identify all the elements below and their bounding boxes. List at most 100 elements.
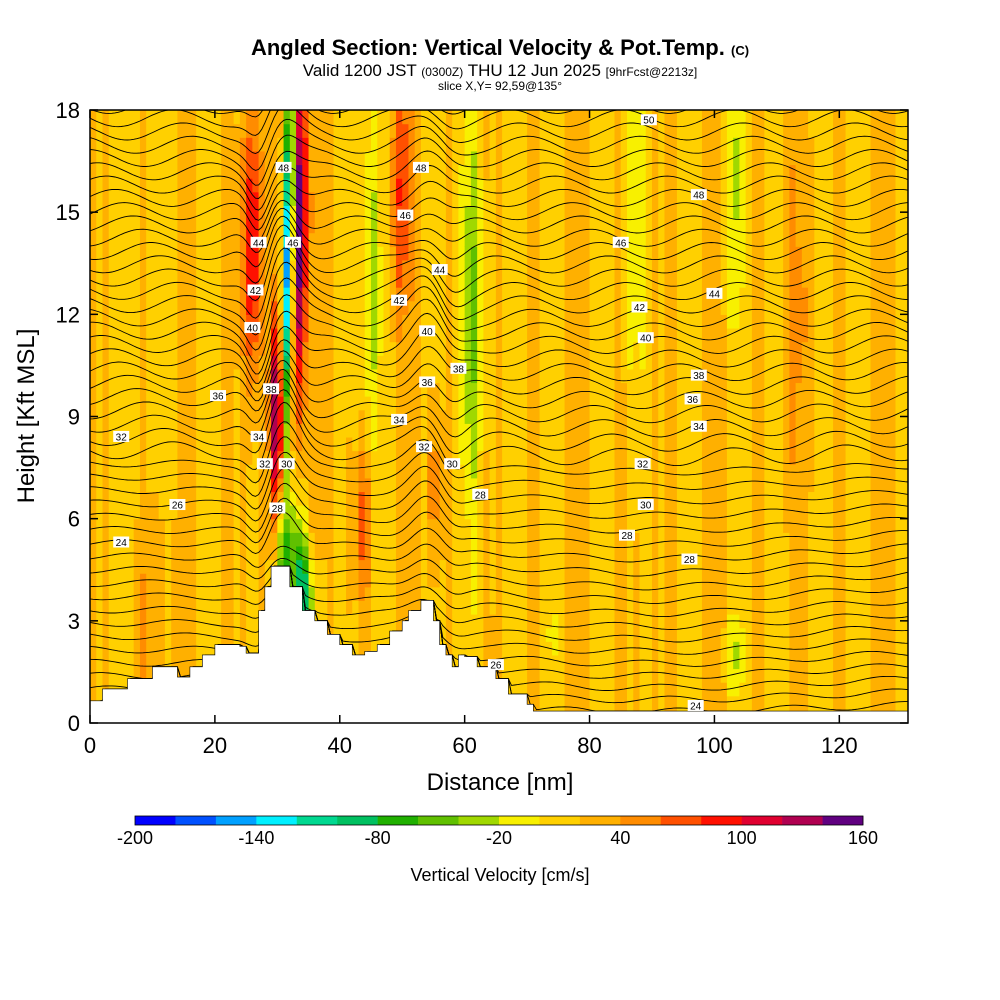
field-cell	[720, 205, 728, 220]
field-cell	[539, 396, 547, 411]
field-cell	[395, 559, 403, 574]
field-cell	[133, 259, 141, 275]
field-cell	[183, 505, 191, 520]
field-cell	[121, 505, 129, 520]
field-cell	[739, 423, 747, 438]
field-cell	[595, 614, 603, 629]
field-cell	[302, 205, 310, 220]
field-cell	[333, 532, 341, 547]
field-cell	[527, 695, 534, 710]
field-cell	[739, 341, 747, 356]
field-cell	[321, 300, 328, 315]
field-cell	[427, 205, 435, 220]
field-cell	[433, 464, 441, 479]
field-cell	[720, 178, 728, 193]
field-cell	[321, 341, 328, 356]
field-cell	[308, 396, 316, 411]
field-cell	[214, 396, 222, 411]
field-cell	[108, 259, 116, 275]
field-cell	[633, 355, 641, 370]
field-cell	[564, 436, 572, 452]
field-cell	[639, 232, 647, 247]
field-cell	[464, 532, 472, 547]
field-cell	[189, 232, 197, 247]
field-cell	[383, 246, 391, 261]
field-cell	[720, 150, 728, 166]
field-cell	[664, 668, 672, 683]
field-cell	[520, 300, 528, 315]
field-cell	[776, 559, 784, 574]
field-cell	[514, 477, 522, 493]
field-cell	[321, 477, 328, 493]
field-cell	[739, 654, 747, 670]
field-cell	[670, 341, 678, 356]
field-cell	[589, 368, 597, 384]
field-cell	[483, 150, 491, 166]
field-cell	[133, 123, 141, 138]
field-cell	[139, 150, 147, 166]
field-cell	[433, 287, 441, 302]
field-cell	[764, 368, 772, 384]
field-cell	[121, 300, 129, 315]
field-cell	[745, 436, 753, 452]
field-cell	[564, 423, 572, 438]
field-cell	[346, 559, 353, 574]
field-cell	[370, 341, 378, 356]
field-cell	[664, 532, 672, 547]
field-cell	[102, 232, 110, 247]
field-cell	[470, 327, 478, 343]
field-cell	[196, 341, 203, 356]
field-cell	[570, 450, 578, 465]
field-cell	[171, 191, 179, 206]
field-cell	[377, 341, 385, 356]
field-cell	[420, 314, 428, 329]
field-cell	[408, 518, 416, 533]
field-cell	[483, 341, 491, 356]
field-cell	[564, 246, 572, 261]
field-cell	[483, 654, 491, 670]
field-cell	[171, 436, 179, 452]
field-cell	[402, 314, 410, 329]
field-cell	[539, 614, 547, 629]
field-cell	[433, 436, 441, 452]
field-cell	[152, 505, 160, 520]
field-cell	[183, 423, 191, 438]
field-cell	[720, 450, 728, 465]
field-cell	[539, 518, 547, 533]
field-cell	[714, 559, 722, 574]
field-cell	[96, 627, 104, 642]
field-cell	[90, 436, 97, 452]
field-cell	[321, 532, 328, 547]
field-cell	[208, 205, 216, 220]
field-cell	[408, 355, 416, 370]
field-cell	[527, 178, 534, 193]
field-cell	[639, 627, 647, 642]
field-cell	[221, 150, 228, 166]
field-cell	[233, 273, 241, 288]
field-cell	[764, 436, 772, 452]
field-cell	[689, 382, 697, 397]
field-cell	[633, 164, 641, 179]
field-cell	[583, 314, 591, 329]
field-cell	[670, 355, 678, 370]
field-cell	[495, 627, 503, 642]
field-cell	[196, 532, 203, 547]
field-cell	[96, 559, 104, 574]
field-cell	[233, 150, 241, 166]
field-cell	[108, 518, 116, 533]
field-cell	[458, 423, 466, 438]
field-cell	[377, 110, 385, 125]
field-cell	[720, 436, 728, 452]
field-cell	[133, 409, 141, 424]
field-cell	[464, 627, 472, 642]
field-cell	[670, 518, 678, 533]
field-cell	[614, 491, 622, 506]
field-cell	[370, 491, 378, 506]
field-cell	[514, 218, 522, 234]
field-cell	[439, 586, 447, 601]
field-cell	[364, 641, 372, 656]
field-cell	[427, 164, 435, 179]
field-cell	[627, 341, 634, 356]
field-cell	[514, 654, 522, 670]
field-cell	[602, 150, 609, 166]
